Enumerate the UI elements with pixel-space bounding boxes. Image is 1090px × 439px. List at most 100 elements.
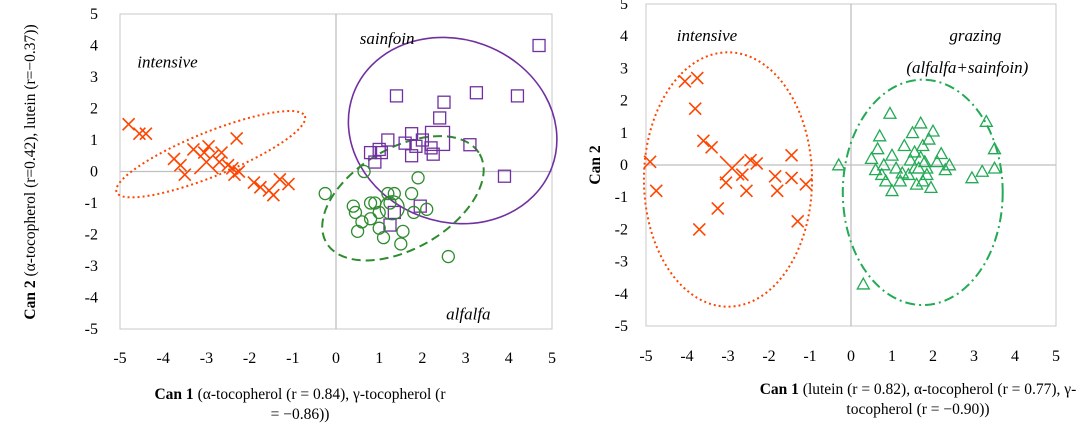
chart1-point — [372, 142, 386, 157]
chart1-point — [411, 171, 425, 185]
chart2-x-tick-label: -4 — [680, 348, 693, 365]
chart2-ylabel-bold: Can 2 — [587, 145, 604, 185]
chart2-point — [901, 167, 916, 181]
chart2-point — [770, 184, 784, 198]
chart1-y-tick-label: 5 — [90, 6, 98, 23]
chart2-x-tick-label: 2 — [929, 348, 937, 365]
chart1-point — [441, 249, 455, 264]
chart1-series-2 — [318, 164, 455, 264]
chart2-point — [696, 134, 710, 148]
chart2-point — [870, 141, 885, 155]
chart1-point — [407, 205, 421, 220]
chart1-y-tick-label: -3 — [85, 258, 98, 275]
chart2-point — [975, 164, 990, 177]
chart1-x-tick-label: 0 — [332, 350, 340, 367]
chart1-point — [433, 111, 447, 125]
chart2-point — [831, 157, 846, 171]
chart2-point — [791, 214, 805, 228]
chart2-point — [895, 165, 910, 179]
chart2-x-tick-label: 3 — [970, 348, 978, 365]
chart2-point — [743, 153, 758, 167]
chart1-point — [532, 38, 546, 53]
chart1-y-tick-label: 2 — [90, 101, 98, 118]
chart1-point — [247, 175, 261, 190]
chart2-point — [919, 167, 934, 181]
chart1-ellipse-2 — [321, 135, 485, 262]
chart2-x-tick-label: -5 — [639, 348, 652, 365]
chart2-y-tick-label: 0 — [620, 157, 628, 174]
chart2-point — [964, 170, 980, 184]
chart2-point — [799, 177, 813, 191]
chart2-point — [739, 184, 754, 198]
chart2-point — [735, 168, 749, 182]
chart1-xlabel-rest: (α-tocopherol (r = 0.84), γ-tocopherol (… — [193, 386, 446, 423]
chart2-point — [923, 180, 939, 193]
chart1-point — [232, 164, 246, 179]
chart1-centroid — [379, 195, 405, 221]
chart2-xlabel: Can 1 (lutein (r = 0.82), α-tocopherol (… — [750, 380, 1086, 420]
chart1-x-tick-label: -3 — [200, 350, 213, 367]
chart2-y-tick-label: -2 — [615, 221, 628, 238]
chart1-point — [266, 188, 280, 202]
chart1-point — [173, 158, 188, 172]
chart2-y-tick-label: -1 — [615, 189, 628, 206]
chart1-y-tick-label: -4 — [85, 290, 98, 307]
chart1-point — [497, 169, 512, 183]
chart2: -5 -4 -3 -2 -1 0 1 2 3 4 5 5 4 3 2 1 0 -1 -2 -3 -4 -5 intensiv… — [615, 0, 1060, 365]
chart1-point — [273, 172, 287, 186]
chart1-annotation: alfalfa — [446, 305, 490, 324]
chart2-y-tick-label: 5 — [620, 0, 628, 13]
chart2-ylabel: Can 2 — [585, 115, 607, 215]
chart2-point — [987, 160, 1002, 174]
chart1-point — [348, 205, 363, 220]
chart1-point — [178, 168, 192, 182]
chart1-x-tick-label: 1 — [375, 350, 383, 367]
chart1-x-tick-label: -2 — [243, 350, 256, 367]
chart2-point — [872, 128, 887, 142]
chart1-point — [381, 133, 395, 147]
chart1-point — [139, 127, 153, 141]
chart1-point — [122, 117, 136, 131]
chart2-point — [878, 173, 893, 187]
chart1-y-tick-label: 4 — [90, 38, 98, 55]
chart2-x-tick-label: 5 — [1052, 348, 1060, 365]
chart1-y-tick-label: 0 — [90, 164, 98, 181]
chart1-series-1 — [363, 38, 546, 232]
chart2-point — [690, 71, 704, 85]
chart1-series-0 — [122, 117, 296, 202]
chart2-y-tick-label: 4 — [620, 28, 628, 45]
chart2-xlabel-rest: (lutein (r = 0.82), α-tocopherol (r = 0.… — [798, 381, 1077, 418]
chart2-point — [692, 222, 706, 236]
chart1-x-tick-label: -5 — [113, 350, 126, 367]
chart2-xlabel-bold: Can 1 — [759, 381, 799, 398]
chart2-point — [678, 74, 692, 88]
chart1-point — [396, 224, 410, 239]
chart2-point — [903, 152, 918, 166]
chart2-y-tick-label: -5 — [615, 318, 628, 335]
chart1-point — [357, 164, 371, 179]
chart1-point — [346, 199, 360, 213]
chart1-y-tick-label: -5 — [85, 321, 98, 338]
chart1-point — [463, 138, 477, 152]
chart1-point — [381, 186, 395, 201]
chart1-x-tick-label: 4 — [505, 350, 513, 367]
chart2-point — [882, 106, 898, 119]
chart2-point — [897, 138, 912, 152]
chart1-ylabel-bold: Can 2 — [22, 280, 39, 320]
chart2-annotation: (alfalfa+sainfoin) — [906, 58, 1028, 77]
chart1-point — [387, 186, 401, 201]
chart2-point — [929, 154, 945, 168]
chart1-point — [415, 133, 430, 147]
chart2-point — [934, 146, 949, 160]
chart2-ellipse-0 — [642, 51, 814, 308]
chart2-centroid — [719, 155, 745, 181]
chart2-x-tick-label: 0 — [847, 348, 855, 365]
chart1-point — [404, 149, 419, 163]
chart2-x-tick-label: -3 — [721, 348, 734, 365]
chart2-point — [888, 160, 904, 174]
chart1-point — [469, 86, 484, 100]
chart1-y-tick-label: 3 — [90, 69, 98, 86]
chart1-xlabel: Can 1 (α-tocopherol (r = 0.84), γ-tocoph… — [150, 385, 450, 425]
chart2-x-tick-label: -2 — [762, 348, 775, 365]
